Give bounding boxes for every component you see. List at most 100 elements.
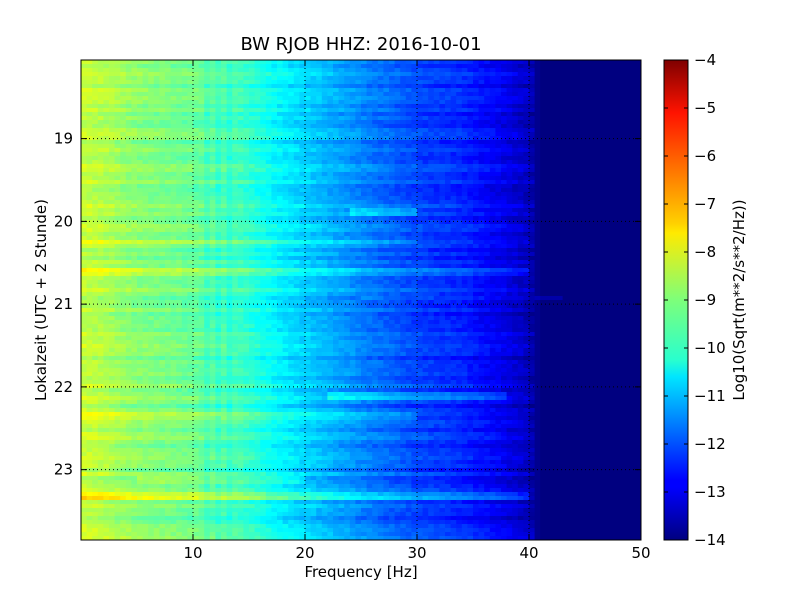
heatmap-cell — [237, 112, 244, 117]
heatmap-cell — [153, 152, 160, 157]
heatmap-cell — [86, 232, 93, 237]
heatmap-cell — [523, 192, 530, 197]
heatmap-cell — [237, 140, 244, 145]
heatmap-cell — [450, 148, 457, 153]
heatmap-cell — [484, 256, 491, 261]
heatmap-cell — [349, 88, 356, 93]
heatmap-cell — [170, 132, 177, 137]
heatmap-cell — [635, 116, 641, 121]
heatmap-cell — [512, 188, 519, 193]
heatmap-cell — [170, 200, 177, 205]
heatmap-cell — [534, 236, 541, 241]
heatmap-cell — [153, 120, 160, 125]
heatmap-cell — [377, 144, 384, 149]
heatmap-cell — [585, 88, 592, 93]
heatmap-cell — [557, 160, 564, 165]
heatmap-cell — [333, 188, 340, 193]
heatmap-cell — [523, 108, 530, 113]
heatmap-cell — [551, 212, 558, 217]
heatmap-cell — [585, 68, 592, 73]
heatmap-cell — [618, 172, 625, 177]
heatmap-cell — [551, 132, 558, 137]
heatmap-cell — [181, 148, 188, 153]
heatmap-cell — [142, 132, 149, 137]
heatmap-cell — [635, 160, 641, 165]
heatmap-cell — [573, 192, 580, 197]
heatmap-cell — [461, 244, 468, 249]
heatmap-cell — [226, 64, 233, 69]
heatmap-cell — [226, 228, 233, 233]
heatmap-cell — [120, 124, 127, 129]
heatmap-cell — [456, 60, 463, 65]
heatmap-cell — [551, 216, 558, 221]
heatmap-cell — [97, 164, 104, 169]
heatmap-cell — [579, 168, 586, 173]
heatmap-cell — [103, 112, 110, 117]
heatmap-cell — [551, 76, 558, 81]
heatmap-cell — [512, 156, 519, 161]
heatmap-cell — [142, 196, 149, 201]
heatmap-cell — [271, 80, 278, 85]
heatmap-cell — [484, 140, 491, 145]
heatmap-cell — [394, 192, 401, 197]
heatmap-cell — [198, 84, 205, 89]
heatmap-cell — [327, 136, 334, 141]
heatmap-cell — [596, 168, 603, 173]
heatmap-cell — [506, 144, 513, 149]
heatmap-cell — [232, 168, 239, 173]
heatmap-cell — [450, 144, 457, 149]
heatmap-cell — [153, 220, 160, 225]
heatmap-cell — [81, 72, 88, 77]
heatmap-cell — [209, 220, 216, 225]
heatmap-cell — [495, 80, 502, 85]
heatmap-cell — [473, 92, 480, 97]
heatmap-cell — [613, 104, 620, 109]
heatmap-cell — [109, 140, 116, 145]
heatmap-cell — [568, 68, 575, 73]
heatmap-cell — [489, 92, 496, 97]
heatmap-cell — [271, 192, 278, 197]
heatmap-cell — [618, 76, 625, 81]
heatmap-cell — [198, 80, 205, 85]
heatmap-cell — [467, 220, 474, 225]
heatmap-cell — [389, 68, 396, 73]
heatmap-cell — [333, 252, 340, 257]
heatmap-cell — [221, 72, 228, 77]
heatmap-cell — [568, 148, 575, 153]
heatmap-cell — [635, 212, 641, 217]
heatmap-cell — [187, 224, 194, 229]
heatmap-cell — [137, 140, 144, 145]
heatmap-cell — [467, 256, 474, 261]
heatmap-cell — [159, 64, 166, 69]
heatmap-cell — [148, 136, 155, 141]
heatmap-cell — [92, 160, 99, 165]
heatmap-cell — [596, 244, 603, 249]
heatmap-cell — [629, 124, 636, 129]
heatmap-cell — [596, 144, 603, 149]
heatmap-cell — [361, 252, 368, 257]
heatmap-cell — [131, 220, 138, 225]
heatmap-cell — [629, 72, 636, 77]
heatmap-cell — [142, 236, 149, 241]
heatmap-cell — [221, 188, 228, 193]
heatmap-cell — [618, 148, 625, 153]
heatmap-cell — [299, 116, 306, 121]
heatmap-cell — [181, 204, 188, 209]
heatmap-cell — [439, 112, 446, 117]
heatmap-cell — [450, 156, 457, 161]
heatmap-cell — [596, 64, 603, 69]
heatmap-cell — [243, 76, 250, 81]
heatmap-cell — [557, 252, 564, 257]
heatmap-cell — [562, 232, 569, 237]
heatmap-cell — [590, 144, 597, 149]
heatmap-cell — [349, 60, 356, 65]
heatmap-cell — [148, 228, 155, 233]
heatmap-cell — [221, 92, 228, 97]
heatmap-cell — [277, 236, 284, 241]
heatmap-cell — [142, 144, 149, 149]
heatmap-cell — [170, 244, 177, 249]
heatmap-cell — [445, 88, 452, 93]
heatmap-cell — [103, 100, 110, 105]
heatmap-cell — [204, 140, 211, 145]
heatmap-cell — [428, 60, 435, 65]
